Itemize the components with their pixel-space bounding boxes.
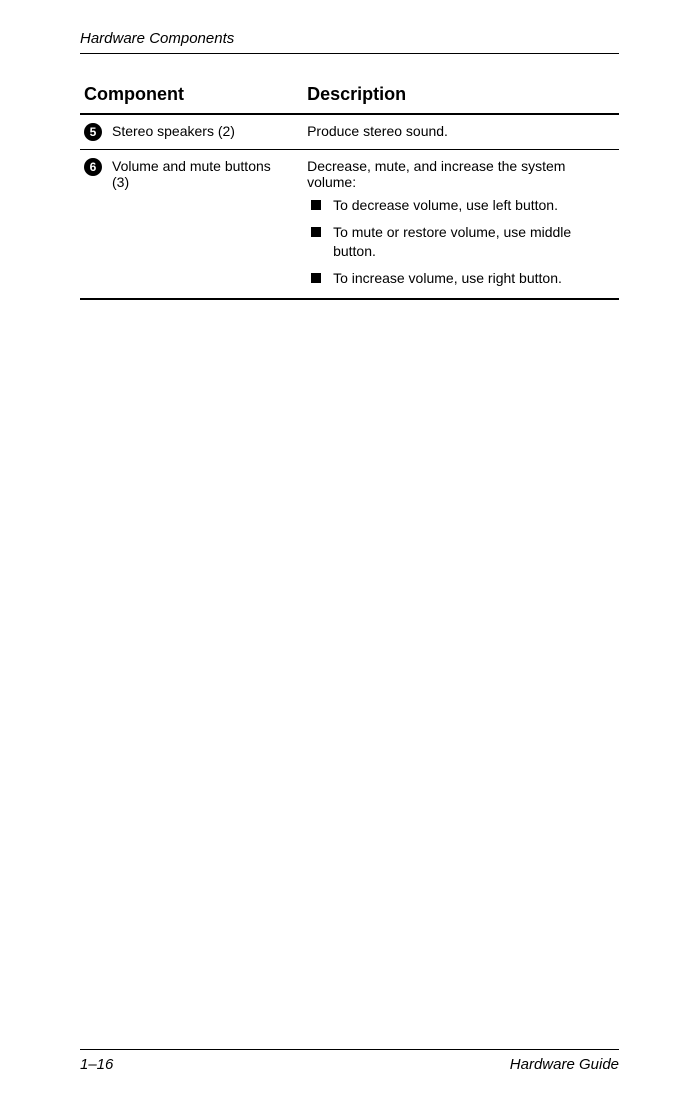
list-item: To increase volume, use right button.: [307, 269, 613, 288]
row-description: Decrease, mute, and increase the system …: [295, 150, 619, 299]
doc-title: Hardware Guide: [510, 1056, 619, 1073]
bullet-list: To decrease volume, use left button. To …: [307, 196, 613, 288]
footer-row: 1–16 Hardware Guide: [80, 1056, 619, 1073]
row-description: Produce stereo sound.: [295, 114, 619, 150]
table-row: 5 Stereo speakers (2) Produce stereo sou…: [80, 114, 619, 150]
bullet-text: To increase volume, use right button.: [333, 270, 562, 286]
list-item: To mute or restore volume, use middle bu…: [307, 223, 613, 261]
header-rule: [80, 53, 619, 54]
row-desc-intro: Produce stereo sound.: [307, 123, 448, 139]
row-marker-cell: 6: [80, 150, 110, 299]
row-name: Stereo speakers (2): [110, 114, 295, 150]
square-bullet-icon: [311, 273, 321, 283]
row-name: Volume and mute buttons (3): [110, 150, 295, 299]
bullet-text: To decrease volume, use left button.: [333, 197, 558, 213]
bullet-text: To mute or restore volume, use middle bu…: [333, 224, 571, 259]
col-header-description: Description: [295, 76, 619, 114]
circle-number-icon: 5: [84, 123, 102, 141]
page-footer: 1–16 Hardware Guide: [80, 1049, 619, 1073]
page-number: 1–16: [80, 1056, 113, 1073]
square-bullet-icon: [311, 227, 321, 237]
components-table: Component Description 5 Stereo speakers …: [80, 76, 619, 300]
row-marker-cell: 5: [80, 114, 110, 150]
table-row: 6 Volume and mute buttons (3) Decrease, …: [80, 150, 619, 299]
row-desc-intro: Decrease, mute, and increase the system …: [307, 158, 565, 190]
circle-number-icon: 6: [84, 158, 102, 176]
footer-rule: [80, 1049, 619, 1050]
header-title: Hardware Components: [80, 30, 619, 47]
col-header-component: Component: [80, 76, 295, 114]
list-item: To decrease volume, use left button.: [307, 196, 613, 215]
table-header-row: Component Description: [80, 76, 619, 114]
square-bullet-icon: [311, 200, 321, 210]
